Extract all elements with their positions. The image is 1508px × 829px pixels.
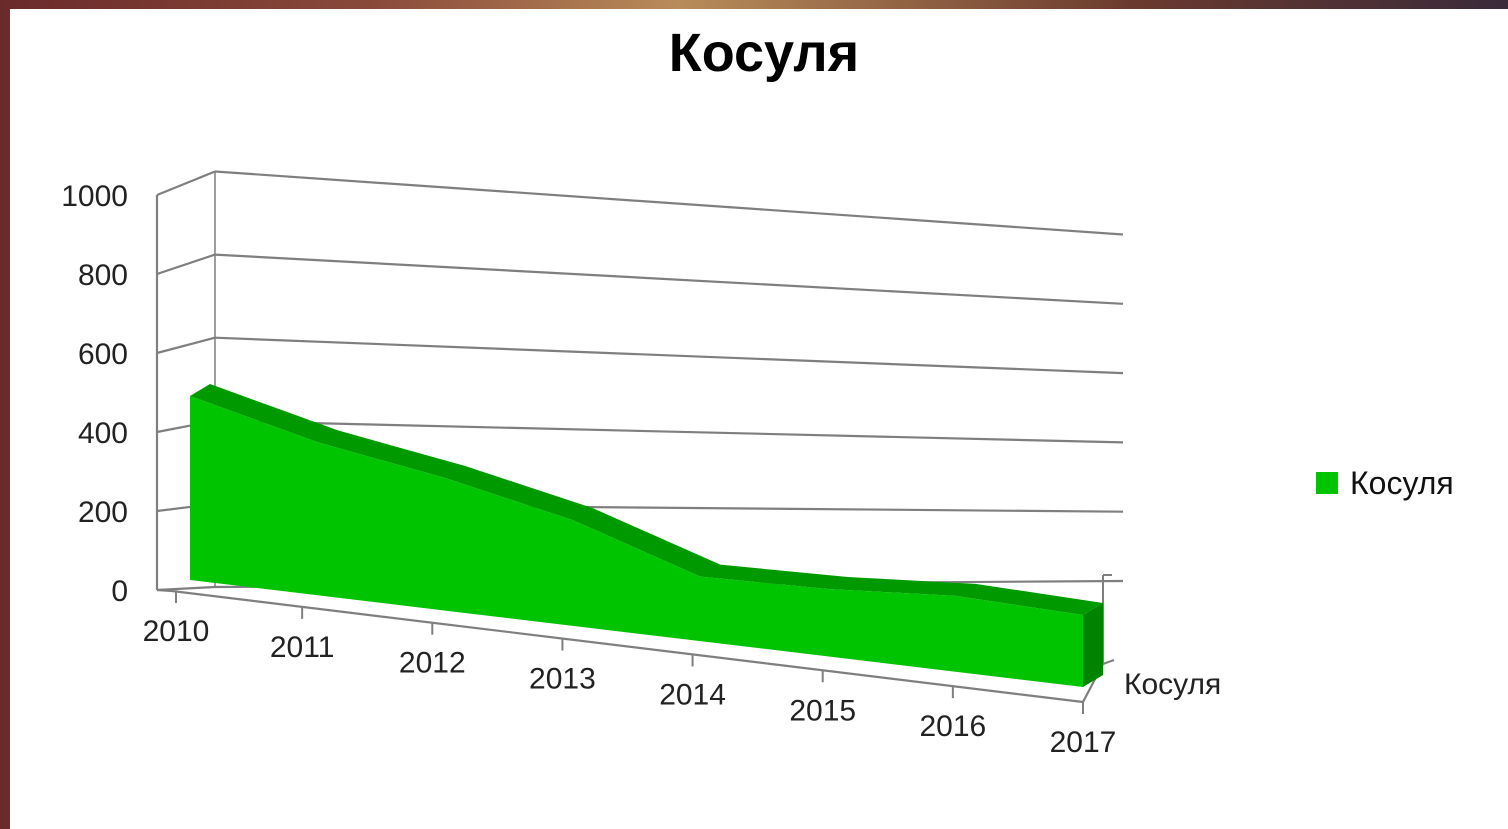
legend-swatch-icon: [1316, 472, 1338, 494]
gridline-back-800: [214, 253, 1124, 305]
y-tick-label-400: 400: [78, 417, 128, 450]
depth-axis-label: Косуля: [1124, 668, 1221, 701]
gridline-back-1000: [214, 170, 1124, 236]
x-tick-label-2017: 2017: [1050, 726, 1117, 759]
x-tick-label-2011: 2011: [270, 631, 335, 664]
floor-left-edge: [156, 588, 173, 593]
series-front-face: [190, 396, 1083, 687]
gridline-back-400: [214, 419, 1124, 444]
gridline-back-600: [214, 336, 1124, 375]
gridline-left-600: [156, 336, 216, 355]
y-tick-label-1000: 1000: [61, 180, 128, 213]
x-tick-label-2014: 2014: [659, 678, 726, 711]
y-tick-label-800: 800: [78, 259, 128, 292]
legend-label: Косуля: [1350, 464, 1454, 501]
floor-front-edge: [171, 589, 1084, 704]
x-tick-label-2013: 2013: [529, 663, 596, 696]
x-tick-label-2010: 2010: [143, 615, 210, 648]
x-tick-label-2016: 2016: [919, 710, 986, 743]
series-side-face: [1083, 603, 1103, 687]
x-tick-label-2015: 2015: [789, 694, 856, 727]
gridline-left-0: [156, 585, 216, 592]
y-tick-label-200: 200: [78, 496, 128, 529]
y-tick-label-0: 0: [111, 575, 128, 608]
x-tick-label-2012: 2012: [399, 647, 466, 680]
legend: Косуля: [1316, 463, 1454, 503]
depth-tick: [1102, 659, 1115, 665]
series-top-surface: [190, 384, 1103, 615]
gridline-left-800: [156, 253, 216, 276]
gridline-left-1000: [156, 170, 216, 197]
y-tick-label-600: 600: [78, 338, 128, 371]
chart-title: Косуля: [668, 23, 860, 83]
